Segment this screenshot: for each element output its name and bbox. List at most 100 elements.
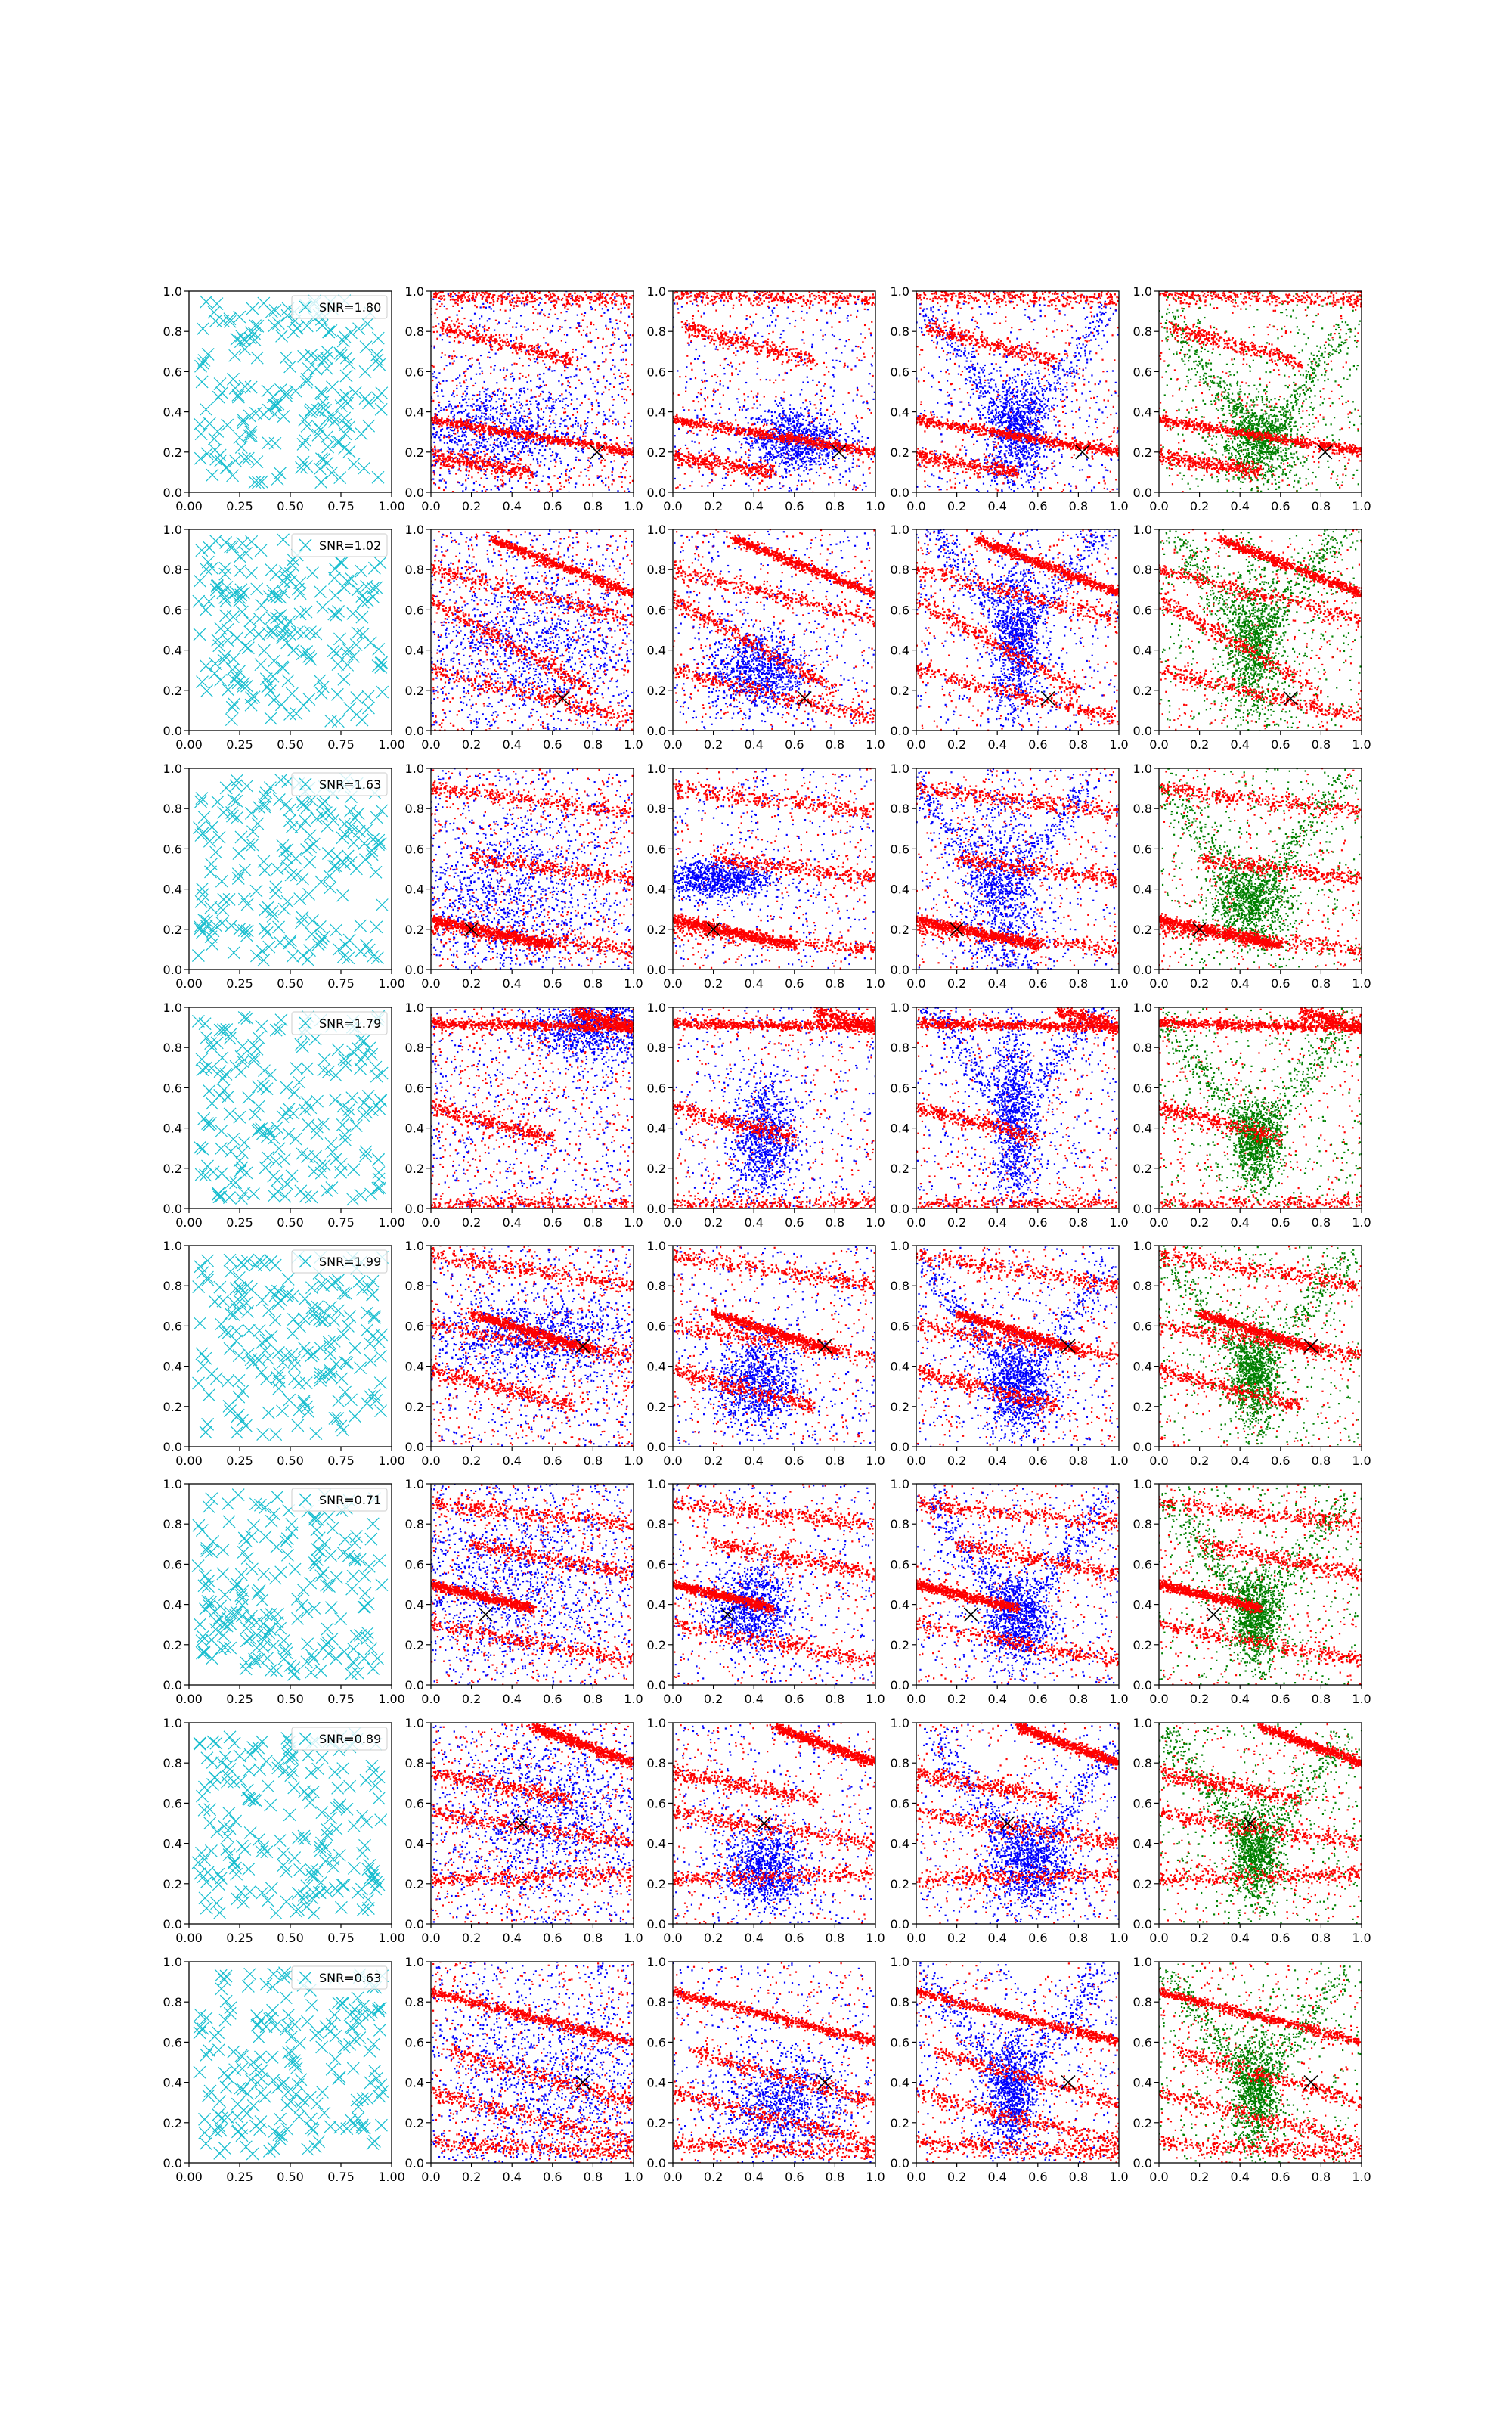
scatter-point <box>513 424 515 426</box>
scatter-point <box>764 396 765 397</box>
scatter-point <box>466 460 468 461</box>
scatter-point <box>496 411 497 412</box>
scatter-point <box>532 312 534 314</box>
scatter-point <box>706 380 708 382</box>
scatter-point <box>622 382 624 383</box>
scatter-point <box>434 460 435 461</box>
scatter-point <box>701 450 702 451</box>
scatter-point <box>838 458 840 459</box>
scatter-point <box>463 371 465 372</box>
scatter-point <box>625 364 627 365</box>
scatter-point <box>545 384 547 386</box>
scatter-point <box>438 457 439 458</box>
scatter-point <box>608 328 609 330</box>
scatter-point <box>538 402 539 404</box>
scatter-point <box>499 461 500 462</box>
scatter-point <box>859 442 860 443</box>
scatter-point <box>743 393 745 395</box>
scatter-point <box>519 450 520 451</box>
scatter-point <box>795 360 796 361</box>
scatter-point <box>475 296 476 298</box>
scatter-point <box>612 474 613 476</box>
scatter-point <box>578 459 579 461</box>
scatter-point <box>441 450 442 451</box>
scatter-point <box>484 328 485 330</box>
scatter-point <box>628 337 630 339</box>
scatter-point <box>448 401 450 402</box>
scatter-point <box>501 472 503 473</box>
scatter-point <box>537 362 538 364</box>
scatter-point <box>487 407 488 408</box>
scatter-point <box>579 405 581 406</box>
scatter-point <box>856 465 857 467</box>
scatter-point <box>787 417 789 419</box>
scatter-point <box>615 419 616 420</box>
scatter-point <box>848 339 850 340</box>
scatter-point <box>432 326 434 327</box>
scatter-point <box>531 455 533 456</box>
scatter-point <box>494 394 496 396</box>
scatter-point <box>440 467 442 469</box>
scatter-point <box>567 433 569 435</box>
scatter-point <box>506 438 507 439</box>
scatter-point <box>588 457 590 458</box>
scatter-point <box>566 432 568 433</box>
scatter-point <box>435 451 436 453</box>
scatter-point <box>559 482 561 484</box>
scatter-point <box>592 308 593 309</box>
scatter-point <box>465 458 466 459</box>
scatter-point <box>565 342 566 343</box>
scatter-point <box>821 454 823 455</box>
scatter-point <box>561 374 562 376</box>
scatter-point <box>571 468 572 470</box>
scatter-point <box>553 361 554 363</box>
scatter-point <box>511 423 513 424</box>
scatter-point <box>807 412 809 414</box>
scatter-point <box>618 338 619 340</box>
scatter-point <box>500 479 501 480</box>
scatter-point <box>479 410 481 411</box>
scatter-point <box>555 452 556 454</box>
scatter-point <box>438 292 439 293</box>
scatter-point <box>596 475 598 476</box>
scatter-point <box>505 439 507 441</box>
scatter-point <box>482 460 483 461</box>
scatter-point <box>790 369 792 371</box>
scatter-point <box>457 430 458 431</box>
scatter-point <box>534 448 536 449</box>
scatter-point <box>472 416 474 417</box>
scatter-point <box>832 334 833 336</box>
scatter-point <box>477 359 479 361</box>
scatter-point <box>441 480 442 482</box>
scatter-point <box>856 316 857 318</box>
scatter-point <box>696 396 698 398</box>
scatter-point <box>485 396 486 397</box>
scatter-point <box>715 413 717 414</box>
scatter-point <box>760 379 761 380</box>
scatter-point <box>610 349 612 350</box>
scatter-point <box>501 300 503 302</box>
scatter-point <box>463 318 465 319</box>
scatter-point <box>450 429 451 430</box>
scatter-point <box>820 330 821 331</box>
scatter-point <box>756 440 758 442</box>
scatter-point <box>513 347 515 349</box>
scatter-point <box>513 422 514 424</box>
scatter-point <box>433 427 435 428</box>
scatter-point <box>711 479 712 481</box>
scatter-point <box>699 470 700 472</box>
scatter-point <box>455 378 457 380</box>
scatter-point <box>486 449 488 451</box>
scatter-point <box>624 444 625 445</box>
scatter-point <box>499 420 500 422</box>
scatter-point <box>527 420 528 422</box>
scatter-point <box>514 438 516 439</box>
scatter-point <box>764 489 766 490</box>
scatter-point <box>772 448 773 450</box>
scatter-point <box>464 391 466 392</box>
scatter-point <box>869 472 871 473</box>
scatter-point <box>511 373 513 374</box>
scatter-point <box>479 458 481 459</box>
scatter-point <box>587 470 589 471</box>
scatter-point <box>473 327 475 329</box>
